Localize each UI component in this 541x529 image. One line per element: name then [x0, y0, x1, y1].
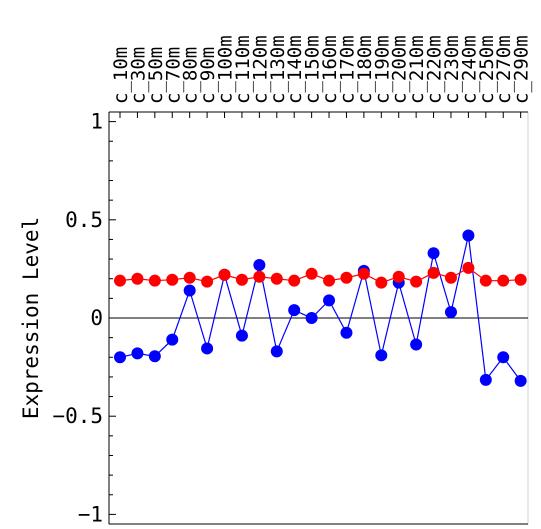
series-1-point: [444, 271, 457, 284]
series-0-point: [270, 345, 283, 358]
x-category-label: c_160m: [319, 35, 341, 104]
series-1-point: [410, 275, 423, 288]
series-0-point: [131, 347, 144, 360]
x-category-label: c_220m: [424, 35, 446, 104]
x-category-label: c_30m: [127, 47, 149, 104]
series-1-point: [166, 273, 179, 286]
y-tick-label: 0.5: [65, 208, 103, 232]
series-1-point: [131, 272, 144, 285]
x-category-label: c_200m: [389, 35, 411, 104]
series-0-point: [148, 350, 161, 363]
series-1-point: [357, 267, 370, 280]
x-category-label: c_170m: [336, 35, 358, 104]
series-0-point: [323, 294, 336, 307]
y-tick-label: −1: [78, 502, 103, 526]
x-category-label: c_140m: [284, 35, 306, 104]
series-0-line: [119, 235, 522, 382]
x-category-label: c_50m: [145, 47, 167, 104]
x-category-label: c_130m: [267, 35, 289, 104]
series-0-point: [514, 374, 527, 387]
x-category-labels: c_10mc_30mc_50mc_70mc_80mc_90mc_100mc_11…: [110, 35, 533, 118]
y-tick-label: 1: [90, 110, 103, 134]
x-category-label: c_270m: [493, 35, 515, 104]
series-0-point: [340, 326, 353, 339]
series-1-point: [427, 266, 440, 279]
series-layer: [114, 229, 527, 387]
series-0-point: [235, 329, 248, 342]
series-1-point: [392, 270, 405, 283]
series-0-point: [410, 338, 423, 351]
y-tick-label: 0: [90, 306, 103, 330]
x-category-label: c_190m: [371, 35, 393, 104]
series-1-point: [305, 267, 318, 280]
series-1-point: [114, 274, 126, 287]
series-1-point: [183, 271, 196, 284]
x-category-label: c_10m: [110, 47, 132, 104]
x-category-label: c_180m: [354, 35, 376, 104]
x-category-label: c_80m: [180, 47, 202, 104]
series-0-point: [462, 229, 475, 242]
series-1-point: [340, 271, 353, 284]
x-category-label: c_110m: [232, 35, 254, 104]
series-0-point: [375, 349, 388, 362]
series-1-point: [270, 272, 283, 285]
series-1-point: [218, 268, 231, 281]
series-0-point: [253, 258, 266, 271]
series-1-point: [253, 270, 266, 283]
plot-frame: [108, 111, 529, 525]
x-category-label: c_100m: [215, 35, 237, 104]
series-1-point: [479, 274, 492, 287]
x-category-label: c_150m: [302, 35, 324, 104]
series-1-point: [235, 273, 248, 286]
series-1-point: [497, 274, 510, 287]
series-1-point: [201, 275, 214, 288]
x-category-label: c_290m: [511, 35, 533, 104]
y-axis-ticks: −1 −0.5 0 0.5 1: [52, 110, 116, 526]
y-axis-title: Expression Level: [19, 217, 43, 419]
series-0-point: [183, 284, 196, 297]
x-category-label: c_230m: [441, 35, 463, 104]
series-1-point: [323, 274, 336, 287]
x-category-label: c_120m: [249, 35, 271, 104]
series-0-point: [479, 373, 492, 386]
series-1-point: [148, 274, 161, 287]
series-0-point: [444, 306, 457, 319]
series-1-point: [288, 274, 301, 287]
x-category-label: c_240m: [458, 35, 480, 104]
series-0-point: [166, 333, 179, 346]
x-category-label: c_210m: [406, 35, 428, 104]
series-0-point: [427, 247, 440, 260]
series-1-point: [462, 261, 475, 274]
x-category-label: c_250m: [476, 35, 498, 104]
x-category-label: c_70m: [162, 47, 184, 104]
series-0-point: [201, 342, 214, 355]
series-0-point: [497, 351, 510, 364]
series-1-point: [514, 273, 527, 286]
series-0-point: [288, 304, 301, 317]
x-category-label: c_90m: [197, 47, 219, 104]
series-0-point: [305, 312, 318, 324]
series-1-point: [375, 276, 388, 289]
series-0-point: [114, 351, 126, 364]
y-tick-label: −0.5: [52, 404, 103, 428]
